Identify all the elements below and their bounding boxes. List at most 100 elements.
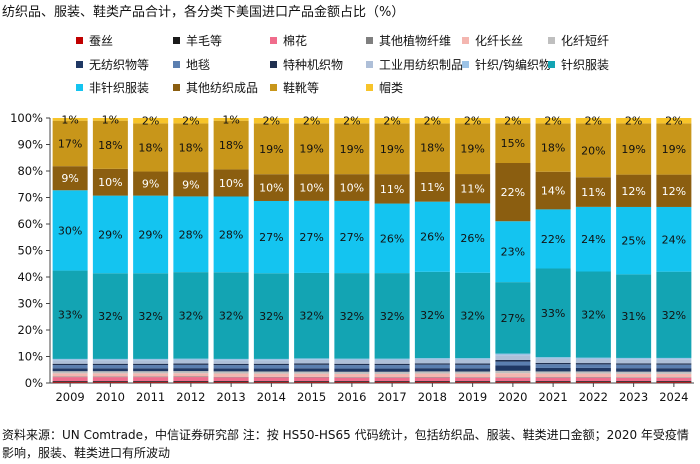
bar-segment xyxy=(294,174,330,201)
legend-item: 帽类 xyxy=(366,79,403,96)
bar-segment xyxy=(414,377,450,382)
bar-segment xyxy=(133,368,169,372)
bar-segment xyxy=(334,360,370,364)
bar-segment xyxy=(213,368,249,372)
bar-segment xyxy=(294,123,330,175)
bar-segment xyxy=(414,358,450,360)
bar-segment xyxy=(575,357,611,360)
bar-segment xyxy=(173,381,209,383)
bar-segment xyxy=(173,368,209,372)
bar-segment xyxy=(52,365,88,369)
legend-swatch xyxy=(76,37,83,44)
bar-segment xyxy=(374,377,410,382)
data-label: 10% xyxy=(340,182,364,195)
data-label: 30% xyxy=(58,224,82,237)
legend-label: 化纤短纤 xyxy=(561,34,610,48)
bar-segment xyxy=(616,359,652,364)
x-tick-label: 2017 xyxy=(377,390,406,404)
x-tick-label: 2014 xyxy=(257,390,286,404)
bar-segment xyxy=(495,282,531,354)
bar-segment xyxy=(294,371,330,374)
data-label: 27% xyxy=(340,231,364,244)
bar-segment xyxy=(334,377,370,378)
legend-item: 羊毛等 xyxy=(173,32,222,49)
bar-segment xyxy=(616,123,652,175)
bar-segment xyxy=(294,272,330,359)
legend-item: 针织服装 xyxy=(548,56,609,73)
data-label: 32% xyxy=(460,309,484,322)
bar-segment xyxy=(213,381,249,383)
x-tick-label: 2024 xyxy=(659,390,688,404)
bar-segment xyxy=(374,203,410,274)
bar-segment xyxy=(133,365,169,369)
data-label: 19% xyxy=(662,143,686,156)
data-label: 11% xyxy=(460,183,484,196)
legend-item: 其他植物纤维 xyxy=(366,32,451,49)
legend-item: 工业用纺织制品 xyxy=(366,56,463,73)
bar-segment xyxy=(52,382,88,383)
bar-segment xyxy=(535,381,571,383)
bar-segment xyxy=(92,368,128,372)
data-label: 32% xyxy=(340,310,364,323)
bar-segment xyxy=(173,196,209,273)
bar-segment xyxy=(133,118,169,124)
legend-swatch xyxy=(366,61,373,68)
data-label: 26% xyxy=(380,232,404,245)
data-label: 12% xyxy=(621,185,645,198)
data-label: 27% xyxy=(299,231,323,244)
bar-segment xyxy=(52,381,88,383)
data-label: 17% xyxy=(58,137,82,150)
legend-swatch xyxy=(548,37,555,44)
bar-segment xyxy=(52,377,88,382)
bar-segment xyxy=(253,382,289,383)
data-label: 2% xyxy=(343,115,360,128)
legend-swatch xyxy=(173,37,180,44)
legend-item: 无纺织物等 xyxy=(76,56,149,73)
bar-segment xyxy=(92,373,128,377)
data-label: 32% xyxy=(662,309,686,322)
data-label: 25% xyxy=(621,235,645,248)
bar-segment xyxy=(374,381,410,383)
data-label: 20% xyxy=(581,144,605,157)
bar-segment xyxy=(455,377,491,382)
bar-segment xyxy=(616,363,652,365)
y-tick-label: 40% xyxy=(17,270,43,284)
bar-segment xyxy=(575,123,611,178)
data-label: 10% xyxy=(259,182,283,195)
bar-segment xyxy=(334,118,370,124)
legend-item: 化纤长丝 xyxy=(462,32,523,49)
legend-swatch xyxy=(462,37,469,44)
data-label: 31% xyxy=(621,310,645,323)
legend-swatch xyxy=(76,61,83,68)
bar-segment xyxy=(92,376,128,378)
bar-segment xyxy=(656,382,692,383)
bar-segment xyxy=(294,381,330,383)
bar-segment xyxy=(495,373,531,378)
data-label: 2% xyxy=(585,115,602,128)
legend-item: 鞋靴等 xyxy=(270,79,319,96)
data-label: 22% xyxy=(501,186,525,199)
bar-segment xyxy=(92,377,128,382)
bar-segment xyxy=(455,377,491,378)
bar-segment xyxy=(173,123,209,173)
bar-segment xyxy=(374,118,410,124)
data-label: 1% xyxy=(222,113,239,126)
bar-segment xyxy=(253,273,289,359)
x-tick-label: 2020 xyxy=(498,390,527,404)
bar-segment xyxy=(213,382,249,383)
bar-segment xyxy=(575,271,611,358)
data-label: 12% xyxy=(662,185,686,198)
bar-segment xyxy=(656,368,692,372)
bar-segment xyxy=(52,166,88,191)
data-label: 11% xyxy=(420,181,444,194)
data-label: 2% xyxy=(303,115,320,128)
bar-segment xyxy=(92,120,128,169)
y-tick-label: 50% xyxy=(17,244,43,258)
bar-segment xyxy=(133,171,169,196)
bar-segment xyxy=(173,172,209,197)
bar-segment xyxy=(616,118,652,124)
bar-segment xyxy=(294,359,330,364)
data-label: 2% xyxy=(504,115,521,128)
bar-segment xyxy=(334,123,370,175)
data-label: 18% xyxy=(138,141,162,154)
